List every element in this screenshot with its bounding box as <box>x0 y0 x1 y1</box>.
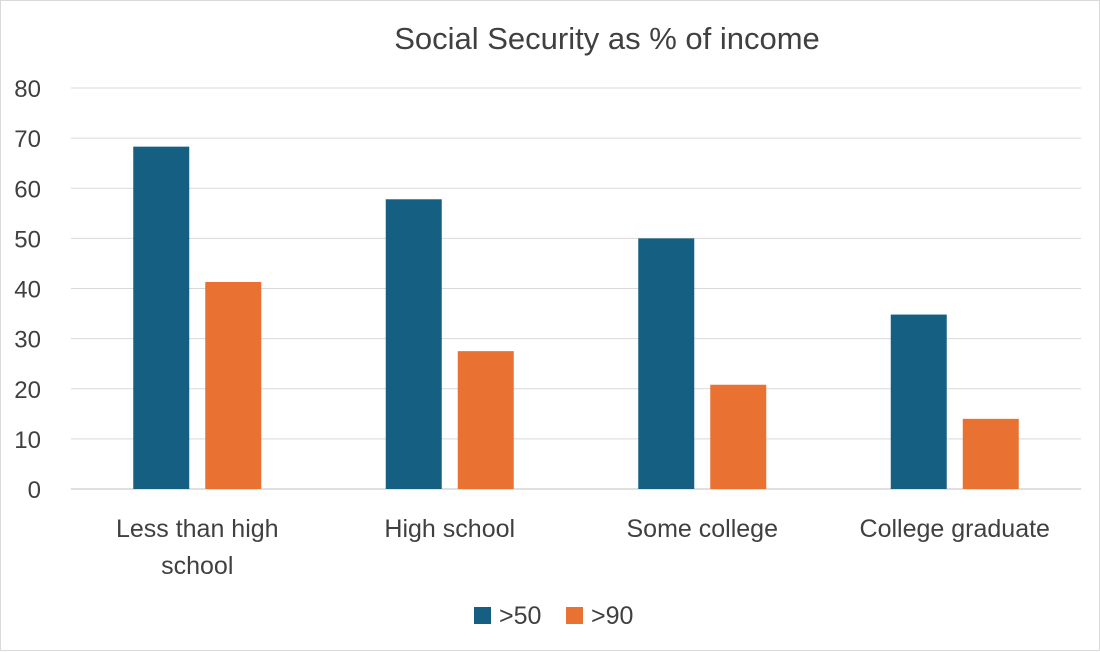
y-tick-label: 40 <box>14 277 41 304</box>
y-tick-label: 20 <box>14 377 41 404</box>
x-category-label: High school <box>384 515 515 543</box>
bar-series1-cat3 <box>638 238 695 489</box>
bar-series2-cat1 <box>205 281 262 489</box>
x-category-label-line: Less than high <box>116 515 279 543</box>
x-axis-categories: Less than high school High school Some coll… <box>116 515 1050 580</box>
legend-label: >50 <box>499 602 541 630</box>
legend-swatch <box>474 607 491 624</box>
x-category-label-line: school <box>161 552 233 580</box>
y-tick-label: 50 <box>14 226 41 253</box>
x-category-label: College graduate <box>860 515 1050 543</box>
y-tick-label: 30 <box>14 327 41 354</box>
bar-series1-cat2 <box>385 199 442 489</box>
y-tick-label: 70 <box>14 126 41 153</box>
x-category-label: Some college <box>627 515 778 543</box>
x-category-label-line: Some college <box>627 515 778 543</box>
bar-series1-cat1 <box>133 146 190 490</box>
bar-series1-cat4 <box>890 314 947 489</box>
x-category-label: Less than high school <box>116 515 279 580</box>
y-tick-label: 0 <box>28 477 41 504</box>
bars <box>133 146 1019 490</box>
y-tick-label: 10 <box>14 427 41 454</box>
x-category-label-line: High school <box>384 515 515 543</box>
y-axis-ticks: 0 10 20 30 40 50 60 70 80 <box>14 76 41 504</box>
x-category-label-line: College graduate <box>860 515 1050 543</box>
y-tick-label: 60 <box>14 176 41 203</box>
legend-swatch <box>566 607 583 624</box>
legend-label: >90 <box>591 602 633 630</box>
y-tick-label: 80 <box>14 76 41 103</box>
bar-series2-cat2 <box>457 351 514 489</box>
legend: >50 >90 <box>474 602 633 630</box>
bar-series2-cat4 <box>962 418 1019 489</box>
bar-series2-cat3 <box>710 384 767 489</box>
chart-title: Social Security as % of income <box>394 21 820 56</box>
